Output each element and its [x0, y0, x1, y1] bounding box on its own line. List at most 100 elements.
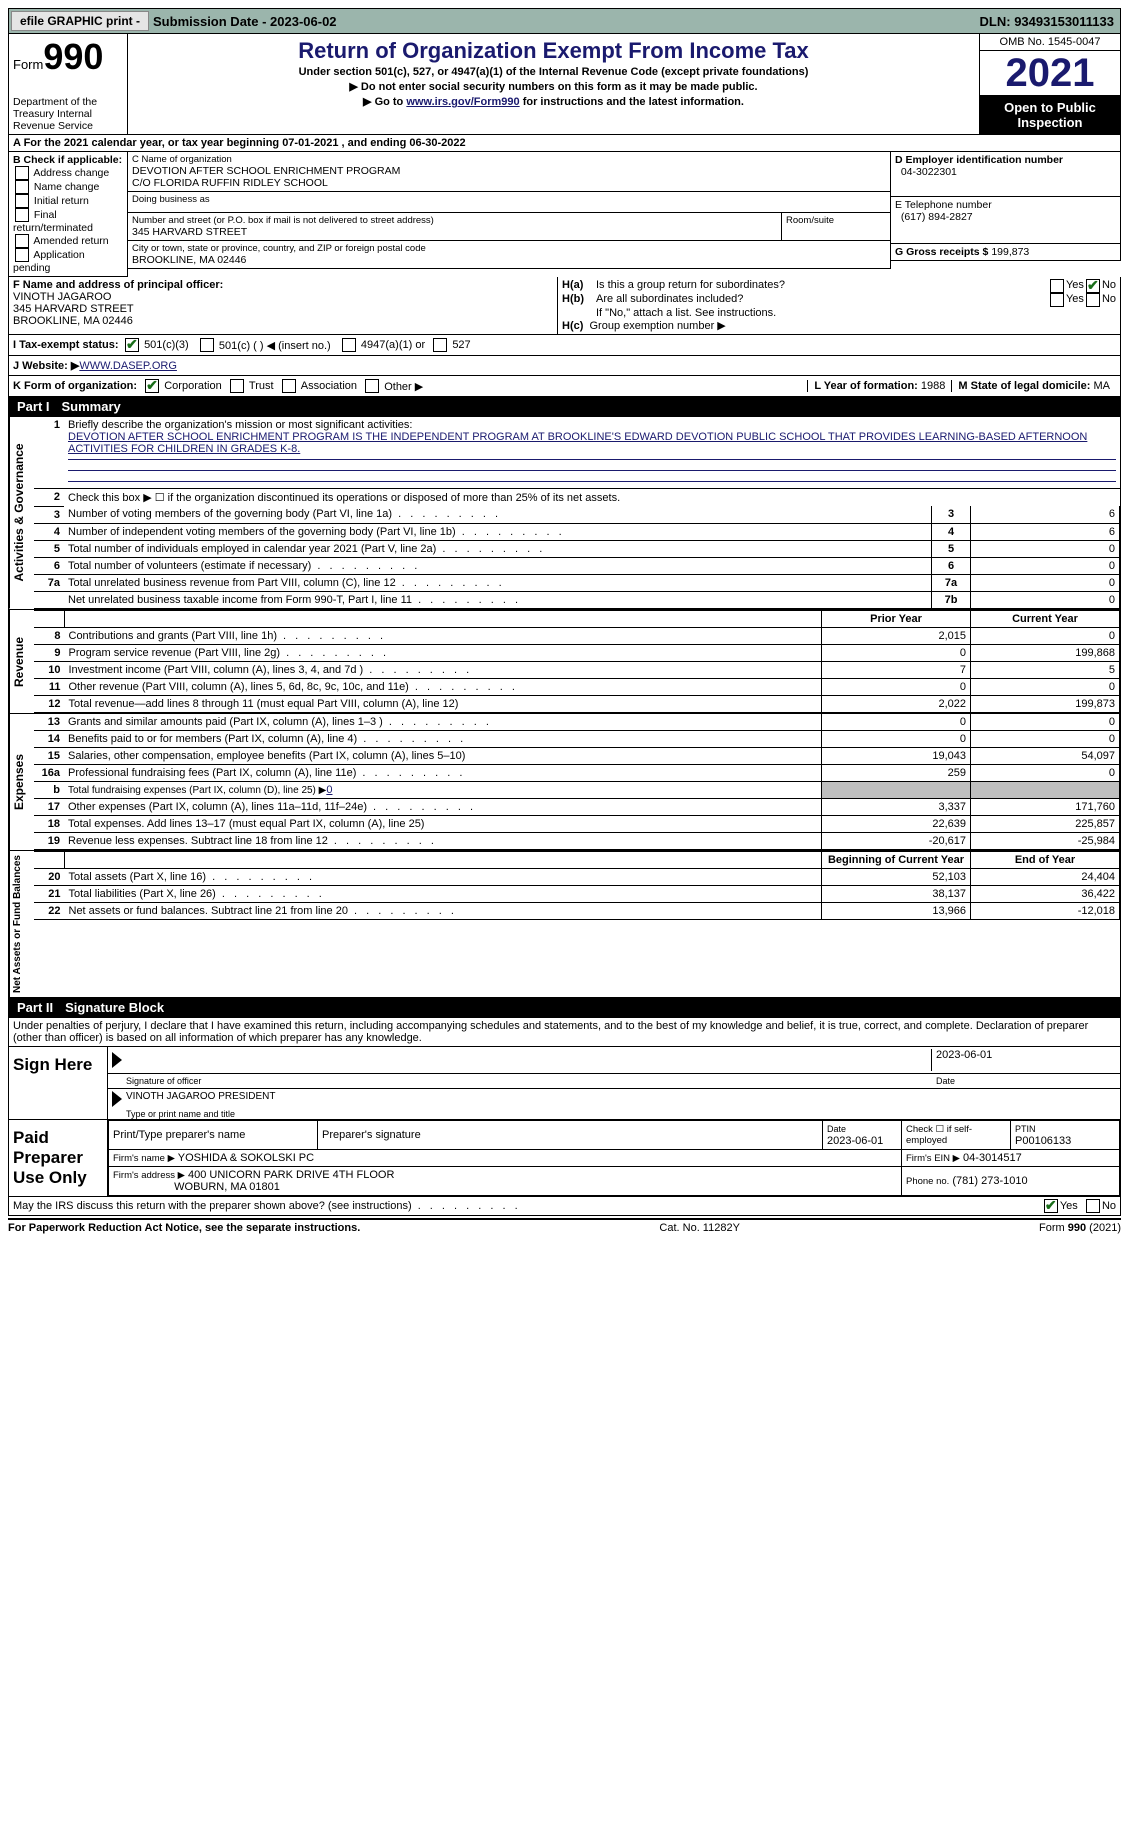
cb-corp[interactable] [145, 379, 159, 393]
e16a-py: 259 [822, 764, 971, 781]
firm-phone-label: Phone no. [906, 1176, 949, 1187]
l6-n: 6 [34, 557, 64, 574]
e15-cy: 54,097 [971, 747, 1120, 764]
org-name: DEVOTION AFTER SCHOOL ENRICHMENT PROGRAM [132, 165, 886, 177]
cb-501c3[interactable] [125, 338, 139, 352]
l4-v: 6 [971, 523, 1120, 540]
cb-discuss-no[interactable] [1086, 1199, 1100, 1213]
paid-preparer-label: Paid Preparer Use Only [9, 1120, 108, 1196]
e19-d: Revenue less expenses. Subtract line 18 … [68, 835, 328, 847]
officer-city: BROOKLINE, MA 02446 [13, 315, 133, 327]
opt-501c: 501(c) ( ) ◀ (insert no.) [219, 339, 331, 352]
year-formation-label: L Year of formation: [814, 380, 918, 392]
cb-ha-yes[interactable] [1050, 279, 1064, 293]
r8-cy: 0 [971, 627, 1120, 644]
e13-cy: 0 [971, 714, 1120, 731]
firm-name-label: Firm's name ▶ [113, 1153, 175, 1164]
e14-d: Benefits paid to or for members (Part IX… [68, 733, 357, 745]
l4-l: 4 [932, 523, 971, 540]
side-expenses: Expenses [9, 714, 34, 850]
tax-year: 2021 [980, 51, 1120, 96]
cb-other[interactable] [365, 379, 379, 393]
e18-n: 18 [34, 815, 64, 832]
cb-final-return[interactable] [15, 208, 29, 222]
note2-post: for instructions and the latest informat… [520, 96, 744, 108]
firm-addr2: WOBURN, MA 01801 [174, 1181, 280, 1193]
pt-name-label: Print/Type preparer's name [109, 1120, 318, 1149]
e16b-cy [971, 781, 1120, 798]
e18-cy: 225,857 [971, 815, 1120, 832]
col-begin-year: Beginning of Current Year [822, 851, 971, 868]
efile-button[interactable]: efile GRAPHIC print - [11, 11, 149, 31]
l4-n: 4 [34, 523, 64, 540]
sign-here-label: Sign Here [9, 1047, 108, 1119]
cb-hb-no[interactable] [1086, 293, 1100, 307]
r12-d: Total revenue—add lines 8 through 11 (mu… [69, 698, 459, 710]
col-current-year: Current Year [971, 610, 1120, 627]
l7a-l: 7a [932, 574, 971, 591]
opt-address-change: Address change [33, 167, 109, 179]
e17-cy: 171,760 [971, 798, 1120, 815]
ptin-label: PTIN [1015, 1124, 1036, 1134]
phone-label: E Telephone number [895, 199, 992, 211]
cb-assoc[interactable] [282, 379, 296, 393]
r12-cy: 199,873 [971, 695, 1120, 712]
omb-number: OMB No. 1545-0047 [980, 34, 1120, 51]
cb-name-change[interactable] [15, 180, 29, 194]
cb-amended[interactable] [15, 234, 29, 248]
footer-left: For Paperwork Reduction Act Notice, see … [8, 1222, 360, 1234]
website-link[interactable]: WWW.DASEP.ORG [79, 360, 177, 372]
dept-label: Department of the Treasury Internal Reve… [13, 96, 123, 132]
blocks-bcd: B Check if applicable: Address change Na… [8, 152, 1121, 277]
e19-py: -20,617 [822, 832, 971, 849]
cb-ha-no[interactable] [1086, 279, 1100, 293]
e16a-cy: 0 [971, 764, 1120, 781]
l3-v: 6 [971, 506, 1120, 523]
ein: 04-3022301 [901, 166, 957, 178]
cb-initial-return[interactable] [15, 194, 29, 208]
r9-cy: 199,868 [971, 644, 1120, 661]
l5-d: Total number of individuals employed in … [68, 543, 436, 555]
e16a-d: Professional fundraising fees (Part IX, … [68, 767, 356, 779]
cb-4947[interactable] [342, 338, 356, 352]
opt-amended: Amended return [33, 235, 108, 247]
r11-py: 0 [822, 678, 971, 695]
n21-d: Total liabilities (Part X, line 26) [69, 888, 216, 900]
l7b-d: Net unrelated business taxable income fr… [68, 594, 412, 606]
cb-discuss-yes[interactable] [1044, 1199, 1058, 1213]
sig-name: VINOTH JAGAROO PRESIDENT [126, 1091, 275, 1107]
irs-link[interactable]: www.irs.gov/Form990 [406, 96, 519, 108]
l3-l: 3 [932, 506, 971, 523]
cb-527[interactable] [433, 338, 447, 352]
r10-n: 10 [34, 661, 65, 678]
opt-527: 527 [452, 339, 470, 351]
cb-address-change[interactable] [15, 166, 29, 180]
side-netassets: Net Assets or Fund Balances [9, 851, 34, 997]
cb-pending[interactable] [15, 248, 29, 262]
discuss-no: No [1102, 1199, 1116, 1211]
opt-other: Other ▶ [384, 380, 423, 393]
opt-4947: 4947(a)(1) or [361, 339, 425, 351]
cb-501c[interactable] [200, 338, 214, 352]
cb-trust[interactable] [230, 379, 244, 393]
n21-n: 21 [34, 885, 65, 902]
l6-l: 6 [932, 557, 971, 574]
date-label: Date [936, 1076, 1116, 1086]
form-title: Return of Organization Exempt From Incom… [136, 38, 971, 64]
city: BROOKLINE, MA 02446 [132, 254, 886, 266]
cb-hb-yes[interactable] [1050, 293, 1064, 307]
pt-sig-label: Preparer's signature [318, 1120, 823, 1149]
r12-py: 2,022 [822, 695, 971, 712]
year-formation: 1988 [921, 380, 945, 392]
inspection-label: Open to Public Inspection [980, 96, 1120, 134]
r8-n: 8 [34, 627, 65, 644]
officer-name: VINOTH JAGAROO [13, 291, 111, 303]
form-number: 990 [43, 36, 103, 77]
row-fh: F Name and address of principal officer:… [8, 277, 1121, 335]
pt-check: Check ☐ if self-employed [902, 1120, 1011, 1149]
form-label: Form [13, 57, 43, 72]
n20-py: 52,103 [822, 868, 971, 885]
e14-py: 0 [822, 730, 971, 747]
tax-status-label: I Tax-exempt status: [13, 339, 123, 351]
header-center: Return of Organization Exempt From Incom… [128, 34, 979, 134]
